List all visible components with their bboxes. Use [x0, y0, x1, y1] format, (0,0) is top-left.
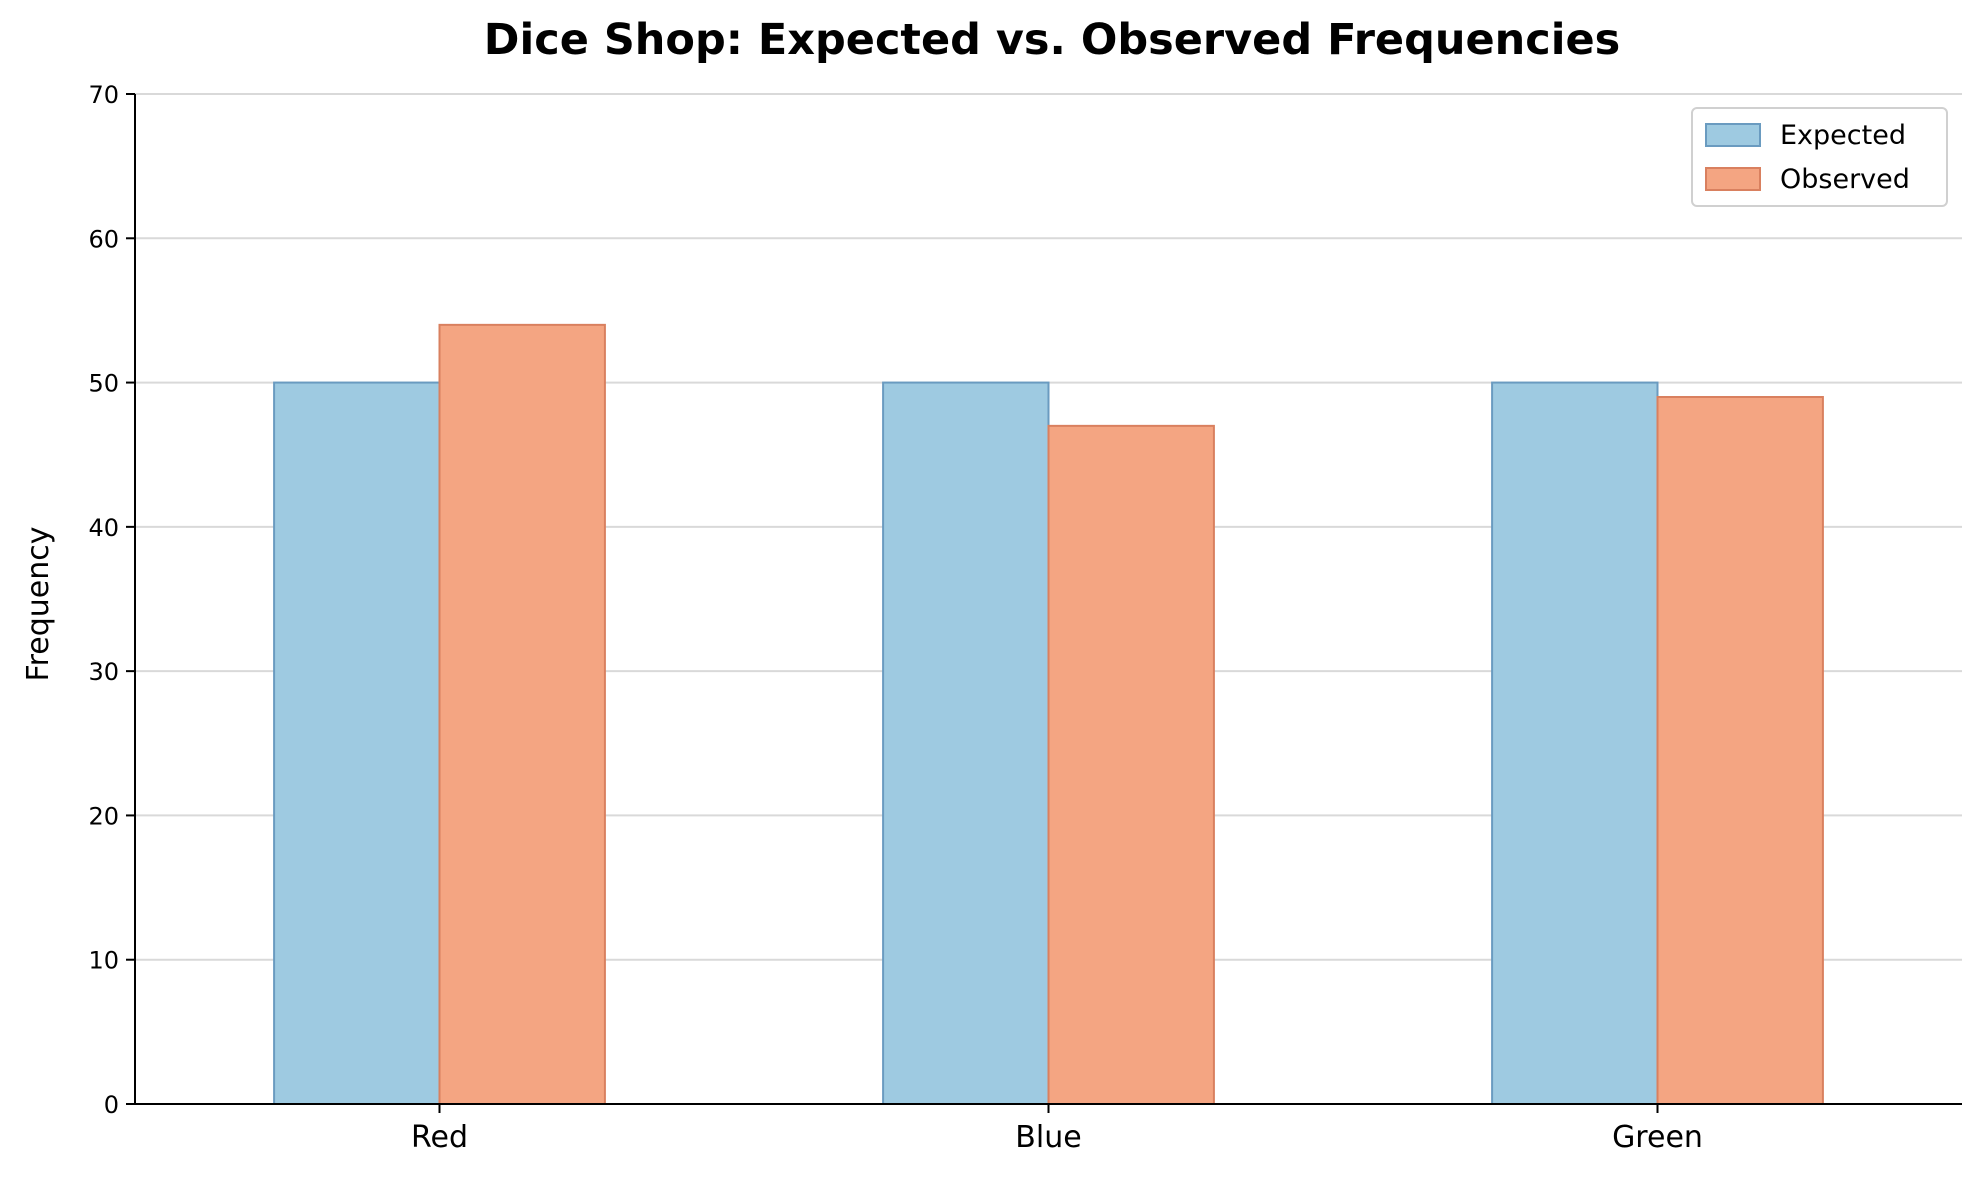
y-tick-label: 40 — [88, 514, 119, 542]
y-tick-labels: 0 10 20 30 40 50 60 70 — [88, 81, 119, 1119]
legend: Expected Observed — [1691, 107, 1948, 207]
axes — [126, 93, 1962, 1113]
x-tick-label: Blue — [1015, 1120, 1081, 1155]
y-tick-label: 20 — [88, 802, 119, 830]
y-tick-label: 10 — [88, 947, 119, 975]
chart-title: Dice Shop: Expected vs. Observed Frequen… — [484, 15, 1620, 65]
legend-label-expected: Expected — [1780, 120, 1906, 151]
x-tick-label: Red — [411, 1120, 468, 1155]
x-tick-labels: Red Blue Green — [411, 1120, 1703, 1155]
y-tick-label: 50 — [88, 370, 119, 398]
y-tick-label: 70 — [88, 81, 119, 109]
y-tick-label: 0 — [104, 1091, 119, 1119]
bars — [273, 323, 1824, 1106]
bar-expected-green — [1491, 381, 1659, 1106]
bar-observed-red — [438, 323, 606, 1106]
y-tick-label: 30 — [88, 658, 119, 686]
bar-observed-green — [1656, 396, 1824, 1105]
legend-swatch-observed — [1705, 167, 1761, 191]
bar-observed-blue — [1047, 424, 1215, 1106]
legend-swatch-expected — [1705, 123, 1761, 147]
bar-expected-blue — [882, 381, 1050, 1106]
legend-label-observed: Observed — [1780, 164, 1910, 195]
x-tick-label: Green — [1612, 1120, 1703, 1155]
y-tick-label: 60 — [88, 225, 119, 253]
y-axis-label: Frequency — [21, 527, 56, 682]
bar-expected-red — [273, 381, 441, 1106]
